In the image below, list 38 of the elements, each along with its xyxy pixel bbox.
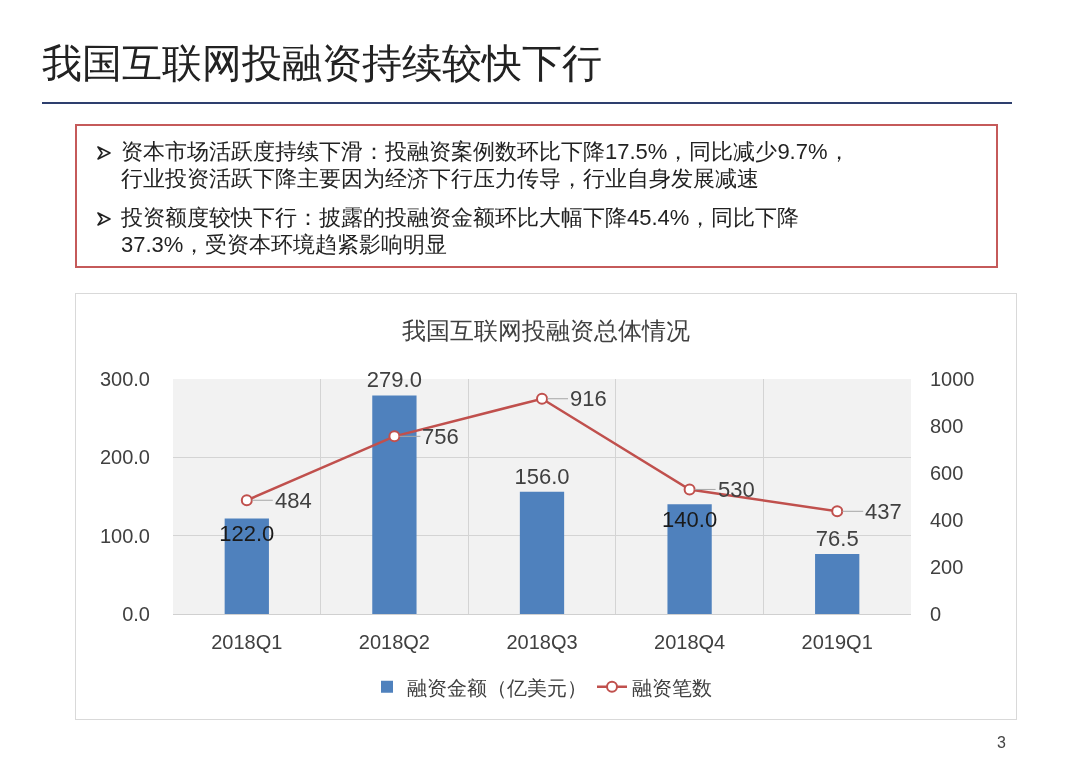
y2-tick-label: 800 — [930, 415, 964, 437]
bar — [519, 491, 565, 614]
bar — [372, 395, 417, 614]
data-label: 76.5 — [815, 526, 859, 552]
y2-tick-label: 0 — [930, 603, 942, 625]
data-label: 156.0 — [514, 463, 570, 489]
chart-subtitle: 我国互联网投融资总体情况 — [402, 317, 690, 345]
x-tick-label: 2018Q3 — [506, 631, 578, 653]
data-label: 279.0 — [366, 367, 422, 393]
legend-label: 融资笔数 — [632, 676, 712, 699]
text: 资本市场活跃度持续下滑：投融资案例数环比下降17.5%，同比减少9.7%，行业投资活跃下降主要因为经济下行压力传导，行业自身发展减速 — [121, 138, 851, 192]
y-tick-label: 0.0 — [122, 603, 150, 625]
bar — [815, 554, 860, 614]
data-label: 484 — [275, 488, 312, 513]
point — [388, 430, 401, 443]
y2-tick-label: 600 — [930, 462, 964, 484]
data-label: 437 — [865, 499, 902, 524]
point — [240, 494, 253, 507]
y2-tick-label: 1000 — [930, 368, 975, 390]
y-tick-label: 200.0 — [99, 446, 150, 469]
data-label: 916 — [570, 386, 607, 411]
y-tick-label: 100.0 — [99, 524, 150, 547]
text: 3 — [997, 734, 1006, 752]
data-label: 756 — [422, 424, 459, 449]
y2-tick-label: 400 — [930, 509, 964, 531]
x-tick-label: 2018Q4 — [654, 631, 726, 653]
x-tick-label: 2019Q1 — [801, 631, 873, 653]
x-tick-label: 2018Q1 — [211, 631, 283, 653]
text: 投资额度较快下行：披露的投融资金额环比大幅下降45.4%，同比下降37.3%，受资本环境趋紧影响明显 — [121, 204, 801, 258]
chart-title: 我国互联网投融资持续较快下行 — [42, 40, 602, 87]
y2-tick-label: 200 — [930, 556, 964, 578]
y-tick-label: 300.0 — [99, 368, 150, 390]
point — [831, 505, 844, 518]
legend-label: 融资金额（亿美元） — [407, 676, 587, 699]
data-label: 530 — [718, 477, 755, 502]
x-tick-label: 2018Q2 — [358, 631, 430, 653]
point — [536, 392, 548, 405]
point — [683, 483, 696, 496]
